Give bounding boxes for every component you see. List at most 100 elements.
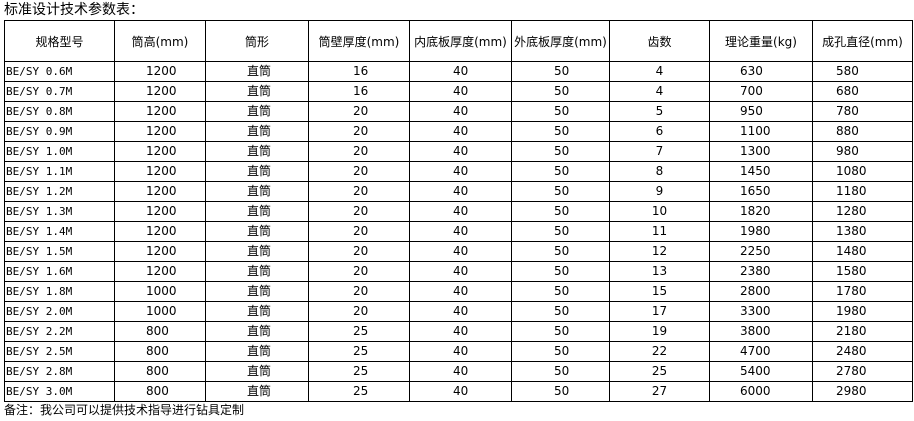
table-cell: 25 bbox=[308, 341, 410, 362]
table-cell: 2250 bbox=[709, 241, 813, 262]
table-cell: 40 bbox=[409, 341, 512, 362]
table-cell: 2980 bbox=[812, 381, 913, 402]
table-cell: 4700 bbox=[709, 341, 813, 362]
table-cell: 直筒 bbox=[205, 61, 309, 82]
table-cell: 7 bbox=[609, 141, 710, 162]
table-cell: 1820 bbox=[709, 201, 813, 222]
table-cell: BE/SY 2.5M bbox=[4, 341, 115, 362]
table-row: BE/SY 1.0M 1200 直筒 20 40 50 7 1300 980 bbox=[4, 141, 913, 162]
table-cell: 1200 bbox=[114, 201, 206, 222]
table-cell: 17 bbox=[609, 301, 710, 322]
table-cell: 50 bbox=[511, 241, 610, 262]
header-cell: 成孔直径(mm) bbox=[812, 20, 913, 62]
table-cell: 40 bbox=[409, 61, 512, 82]
table-cell: 50 bbox=[511, 81, 610, 102]
table-cell: 16 bbox=[308, 61, 410, 82]
table-cell: BE/SY 0.7M bbox=[4, 81, 115, 102]
table-cell: 40 bbox=[409, 381, 512, 402]
table-cell: BE/SY 1.1M bbox=[4, 161, 115, 182]
table-cell: 700 bbox=[709, 81, 813, 102]
table-cell: 直筒 bbox=[205, 221, 309, 242]
table-cell: BE/SY 2.2M bbox=[4, 321, 115, 342]
table-row: BE/SY 0.7M 1200 直筒 16 40 50 4 700 680 bbox=[4, 81, 913, 102]
table-cell: 4 bbox=[609, 61, 710, 82]
title: 标准设计技术参数表： bbox=[4, 2, 144, 18]
table-cell: 40 bbox=[409, 221, 512, 242]
table-cell: 1380 bbox=[812, 221, 913, 242]
table-cell: 25 bbox=[308, 361, 410, 382]
table-row: BE/SY 1.1M 1200 直筒 20 40 50 8 1450 1080 bbox=[4, 161, 913, 182]
table-cell: 直筒 bbox=[205, 241, 309, 262]
table-cell: 20 bbox=[308, 101, 410, 122]
table-cell: 3800 bbox=[709, 321, 813, 342]
table-cell: 5 bbox=[609, 101, 710, 122]
table-cell: 1200 bbox=[114, 261, 206, 282]
table-cell: 6000 bbox=[709, 381, 813, 402]
table-cell: BE/SY 0.9M bbox=[4, 121, 115, 142]
table-cell: 50 bbox=[511, 121, 610, 142]
table-row: BE/SY 1.4M 1200 直筒 20 40 50 11 1980 1380 bbox=[4, 221, 913, 242]
header-cell: 齿数 bbox=[609, 20, 710, 62]
table-cell: BE/SY 1.2M bbox=[4, 181, 115, 202]
table-cell: 50 bbox=[511, 61, 610, 82]
table-cell: 16 bbox=[308, 81, 410, 102]
table-row: BE/SY 0.9M 1200 直筒 20 40 50 6 1100 880 bbox=[4, 121, 913, 142]
table-cell: 1200 bbox=[114, 221, 206, 242]
table-cell: 直筒 bbox=[205, 81, 309, 102]
table-cell: 980 bbox=[812, 141, 913, 162]
table-cell: 10 bbox=[609, 201, 710, 222]
table-cell: BE/SY 0.6M bbox=[4, 61, 115, 82]
table-cell: 40 bbox=[409, 101, 512, 122]
table-cell: 2180 bbox=[812, 321, 913, 342]
table-cell: 50 bbox=[511, 181, 610, 202]
table-cell: 50 bbox=[511, 101, 610, 122]
table-cell: BE/SY 1.5M bbox=[4, 241, 115, 262]
table-cell: 40 bbox=[409, 321, 512, 342]
table-cell: 15 bbox=[609, 281, 710, 302]
table-cell: 20 bbox=[308, 281, 410, 302]
table-cell: 11 bbox=[609, 221, 710, 242]
table-cell: 直筒 bbox=[205, 201, 309, 222]
table-cell: BE/SY 3.0M bbox=[4, 381, 115, 402]
table-cell: 20 bbox=[308, 201, 410, 222]
table-cell: 880 bbox=[812, 121, 913, 142]
table-cell: 1780 bbox=[812, 281, 913, 302]
header-row: 规格型号 筒高(mm) 筒形 筒壁厚度(mm) 内底板厚度(mm) 外底板厚度(mm) 齿数… bbox=[4, 20, 913, 62]
table-cell: 20 bbox=[308, 161, 410, 182]
table-cell: 9 bbox=[609, 181, 710, 202]
table-cell: 40 bbox=[409, 121, 512, 142]
table-cell: 2480 bbox=[812, 341, 913, 362]
table-cell: 20 bbox=[308, 301, 410, 322]
table-cell: 1580 bbox=[812, 261, 913, 282]
table-cell: 3300 bbox=[709, 301, 813, 322]
table-cell: 6 bbox=[609, 121, 710, 142]
table-row: BE/SY 0.8M 1200 直筒 20 40 50 5 950 780 bbox=[4, 101, 913, 122]
table-cell: 800 bbox=[114, 341, 206, 362]
table-cell: 50 bbox=[511, 261, 610, 282]
table-cell: BE/SY 0.8M bbox=[4, 101, 115, 122]
table-cell: BE/SY 2.0M bbox=[4, 301, 115, 322]
table-cell: 40 bbox=[409, 201, 512, 222]
table-cell: 22 bbox=[609, 341, 710, 362]
table-row: BE/SY 1.2M 1200 直筒 20 40 50 9 1650 1180 bbox=[4, 181, 913, 202]
table-cell: 直筒 bbox=[205, 121, 309, 142]
table-cell: 20 bbox=[308, 241, 410, 262]
table-cell: 直筒 bbox=[205, 321, 309, 342]
table-cell: 4 bbox=[609, 81, 710, 102]
table-cell: 1100 bbox=[709, 121, 813, 142]
table-cell: 50 bbox=[511, 281, 610, 302]
header-cell: 筒高(mm) bbox=[114, 20, 206, 62]
table-cell: 1480 bbox=[812, 241, 913, 262]
table-cell: 40 bbox=[409, 241, 512, 262]
table-cell: 50 bbox=[511, 361, 610, 382]
table-cell: 2780 bbox=[812, 361, 913, 382]
table-cell: 13 bbox=[609, 261, 710, 282]
table-cell: 50 bbox=[511, 341, 610, 362]
table-row: BE/SY 3.0M 800 直筒 25 40 50 27 6000 2980 bbox=[4, 381, 913, 402]
table-cell: 1200 bbox=[114, 181, 206, 202]
table-cell: 20 bbox=[308, 141, 410, 162]
table-cell: 27 bbox=[609, 381, 710, 402]
table-cell: 40 bbox=[409, 141, 512, 162]
table-cell: 1200 bbox=[114, 241, 206, 262]
